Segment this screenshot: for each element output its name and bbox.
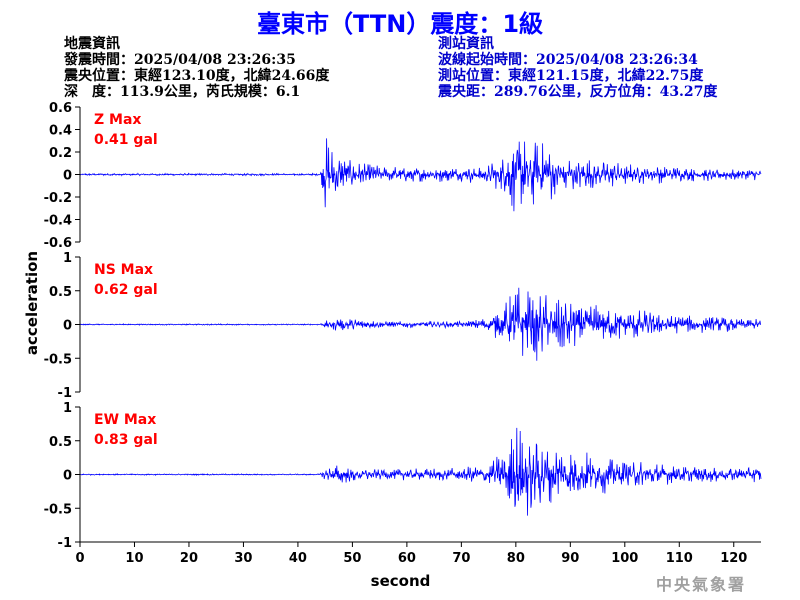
distance-azimuth: 震央距：289.76公里，反方位角：43.27度 xyxy=(438,84,718,100)
y-tick-label: -1 xyxy=(58,536,72,551)
max-label-ew: EW Max xyxy=(94,412,156,428)
y-tick-label: -0.5 xyxy=(44,502,72,517)
x-tick-label: 50 xyxy=(343,551,361,566)
y-tick-label: -1 xyxy=(58,386,72,401)
y-tick-label: 1 xyxy=(63,251,72,266)
x-tick-label: 100 xyxy=(611,551,638,566)
x-axis-label: second xyxy=(371,572,431,590)
x-tick-label: 20 xyxy=(180,551,198,566)
origin-time: 發震時間：2025/04/08 23:26:35 xyxy=(64,52,296,68)
y-tick-label: -0.6 xyxy=(44,236,72,251)
y-tick-label: -0.2 xyxy=(44,191,72,206)
x-tick-label: 70 xyxy=(452,551,470,566)
epicenter: 震央位置：東經123.10度，北緯24.66度 xyxy=(64,68,330,84)
trace-ns xyxy=(79,287,762,361)
wave-start-time: 波線起始時間：2025/04/08 23:26:34 xyxy=(438,52,698,68)
y-tick-label: 0 xyxy=(63,319,72,334)
station-info-block: 測站資訊 波線起始時間：2025/04/08 23:26:34 測站位置：東經1… xyxy=(438,36,717,100)
trace-z xyxy=(79,138,762,212)
station-location: 測站位置：東經121.15度，北緯22.75度 xyxy=(438,68,704,84)
depth-magnitude: 深 度：113.9公里，芮氏規模：6.1 xyxy=(64,84,301,100)
y-tick-label: 0 xyxy=(63,469,72,484)
max-value-ew: 0.83 gal xyxy=(94,432,158,448)
page-title: 臺東市（TTN）震度：1級 xyxy=(256,10,544,38)
x-tick-label: 40 xyxy=(289,551,307,566)
y-tick-label: 0.2 xyxy=(49,146,72,161)
y-tick-label: 0.5 xyxy=(49,435,72,450)
max-label-z: Z Max xyxy=(94,112,141,128)
x-tick-label: 120 xyxy=(720,551,747,566)
x-tick-label: 0 xyxy=(75,551,84,566)
y-tick-label: 0 xyxy=(63,169,72,184)
max-value-ns: 0.62 gal xyxy=(94,282,158,298)
x-tick-label: 110 xyxy=(666,551,693,566)
max-value-z: 0.41 gal xyxy=(94,132,158,148)
y-tick-label: 1 xyxy=(63,401,72,416)
x-tick-label: 60 xyxy=(398,551,416,566)
max-label-ns: NS Max xyxy=(94,262,153,278)
y-tick-label: 0.5 xyxy=(49,285,72,300)
agency-watermark: 中央氣象署 xyxy=(655,575,746,594)
y-tick-label: 0.4 xyxy=(49,124,72,139)
y-axis-label: acceleration xyxy=(23,251,41,355)
quake-info-block: 地震資訊 發震時間：2025/04/08 23:26:35 震央位置：東經123… xyxy=(64,36,329,100)
x-tick-label: 90 xyxy=(561,551,579,566)
y-tick-label: 0.6 xyxy=(49,101,72,116)
x-tick-label: 30 xyxy=(234,551,252,566)
y-tick-label: -0.4 xyxy=(44,214,72,229)
x-tick-label: 80 xyxy=(507,551,525,566)
station-info-heading: 測站資訊 xyxy=(438,36,494,52)
quake-info-heading: 地震資訊 xyxy=(64,36,120,52)
trace-ew xyxy=(79,427,762,516)
x-tick-label: 10 xyxy=(125,551,143,566)
y-tick-label: -0.5 xyxy=(44,352,72,367)
